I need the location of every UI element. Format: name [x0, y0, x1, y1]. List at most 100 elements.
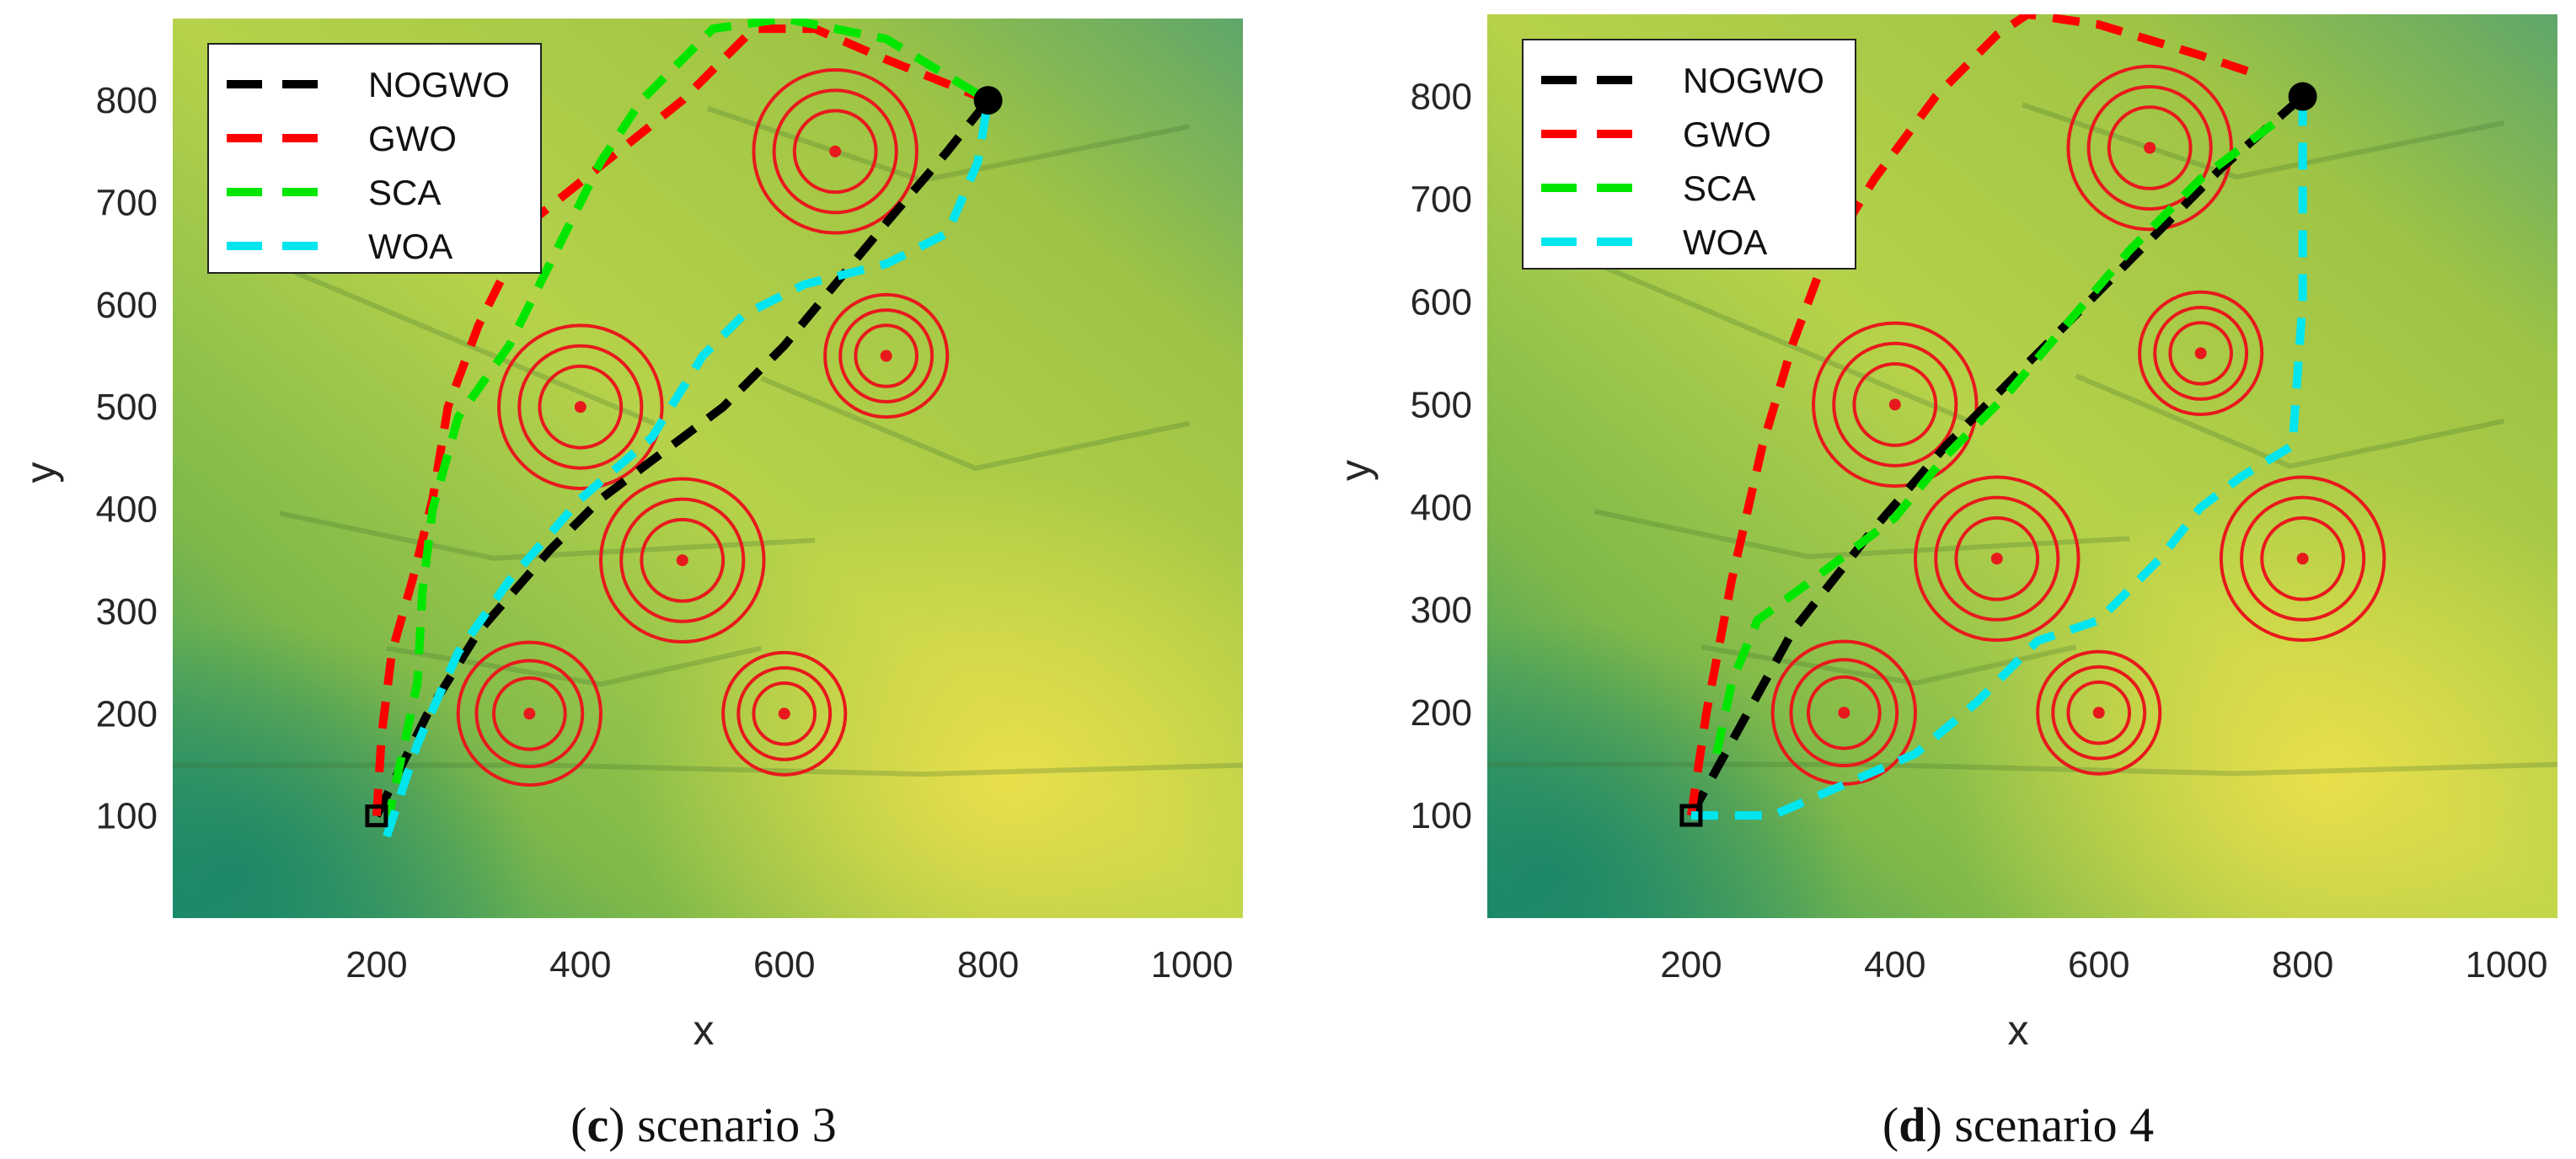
legend-entry: GWO	[1683, 115, 1771, 154]
x-tick-label: 400	[549, 944, 611, 985]
threat-ring	[1812, 321, 1979, 489]
panel-caption: (d) scenario 4	[1882, 1098, 2154, 1152]
threat-ring	[1954, 515, 2040, 601]
threat-center	[2194, 347, 2207, 360]
threat-ring	[1852, 361, 1938, 447]
threat-ring	[2260, 515, 2346, 601]
series-nogwo-path	[372, 97, 992, 818]
legend-entry: NOGWO	[1683, 61, 1824, 100]
y-tick-label: 100	[96, 796, 158, 837]
panel-caption: (c) scenario 3	[570, 1098, 837, 1152]
terrain-background	[1487, 14, 2558, 918]
threat-ring	[1832, 341, 1958, 467]
start-marker	[365, 804, 388, 828]
threat-ring	[2138, 290, 2264, 416]
legend-entry: WOA	[1683, 222, 1767, 262]
series-gwo-path	[1686, 14, 2263, 816]
panel-scenario-4: 200 400 600 800 1000 100 200 300 400 500 600 700 80…	[1331, 14, 2558, 1152]
y-axis-label: y	[1331, 460, 1379, 481]
y-tick-label: 800	[1411, 77, 1472, 118]
threat-ring	[1770, 639, 1917, 786]
y-tick-label: 400	[96, 489, 158, 531]
threat-ring	[2168, 321, 2233, 386]
terrain-ridge	[760, 376, 1191, 472]
threat-center	[676, 554, 688, 567]
y-tick-label: 400	[1411, 487, 1472, 528]
threat-center	[1838, 707, 1850, 719]
x-tick-label: 800	[2272, 944, 2333, 985]
threat-ring	[1914, 475, 2081, 643]
legend-box	[1522, 39, 1856, 270]
threat-ring	[492, 676, 567, 751]
y-tick-label: 600	[1411, 281, 1472, 323]
x-tick-label: 800	[957, 944, 1019, 985]
legend: NOGWO GWO SCA WOA	[1522, 39, 1856, 270]
y-tick-label: 500	[1411, 384, 1472, 425]
threat-ring	[736, 665, 833, 761]
y-tick-label: 600	[96, 285, 158, 326]
caption-text: scenario 3	[625, 1098, 837, 1152]
threat-ring	[599, 477, 766, 644]
threat-ring	[474, 659, 585, 769]
threat-ring	[2036, 649, 2162, 776]
panel-letter: c	[587, 1098, 609, 1152]
threat-center	[2144, 142, 2156, 154]
threat-ring	[1807, 675, 1882, 750]
y-tick-label: 800	[96, 80, 158, 121]
start-marker	[1679, 804, 1703, 827]
x-tick-label: 600	[2068, 944, 2129, 985]
threat-ring	[2051, 665, 2147, 761]
y-tick-label: 700	[1411, 179, 1472, 220]
threat-ring	[854, 323, 918, 388]
threat-ring	[721, 650, 848, 777]
threat-ring	[1934, 495, 2060, 622]
series-sca-path	[1712, 113, 2285, 755]
threat-zones	[456, 68, 950, 787]
threat-ring	[538, 364, 624, 450]
threat-ring	[752, 68, 918, 235]
legend-entry: NOGWO	[368, 65, 510, 104]
endpoint-markers	[365, 86, 1003, 828]
threat-ring	[2219, 475, 2386, 643]
legend: NOGWO GWO SCA WOA	[207, 43, 542, 274]
terrain-ridge	[1540, 238, 1970, 424]
threat-center	[2092, 707, 2105, 719]
y-tick-labels: 100 200 300 400 500 600 700 800	[96, 80, 158, 837]
y-axis-label: y	[17, 462, 64, 483]
threat-ring	[752, 681, 817, 746]
threat-center	[1990, 553, 2003, 565]
threat-ring	[456, 640, 602, 787]
threat-center	[574, 401, 586, 414]
endpoint-markers	[1679, 82, 2317, 827]
x-tick-label: 200	[1660, 944, 1722, 985]
threat-ring	[1789, 658, 1899, 768]
legend-box	[207, 43, 542, 274]
y-tick-label: 200	[96, 693, 158, 734]
x-tick-label: 1000	[1151, 944, 1234, 985]
legend-entry: GWO	[368, 119, 457, 158]
legend-entry: SCA	[1683, 168, 1755, 208]
y-tick-label: 500	[96, 387, 158, 428]
threat-center	[523, 708, 536, 720]
threat-ring	[2066, 680, 2132, 745]
threat-center	[1888, 398, 1901, 411]
threat-ring	[2107, 105, 2193, 190]
terrain-ridge	[1593, 509, 2130, 559]
y-tick-label: 300	[1411, 590, 1472, 631]
series-nogwo-path	[1687, 93, 2306, 818]
terrain-ridge	[173, 762, 1244, 777]
legend-entry: SCA	[368, 173, 441, 212]
terrain-ridge	[279, 510, 816, 561]
x-tick-label: 600	[753, 944, 815, 985]
threat-center	[880, 350, 892, 362]
threat-ring	[2240, 495, 2366, 622]
panel-letter: d	[1899, 1098, 1925, 1152]
y-tick-label: 700	[96, 182, 158, 223]
goal-marker	[2288, 82, 2317, 111]
terrain-ridge	[1487, 761, 2558, 777]
panel-scenario-3: 200 400 600 800 1000 100 200 300 400 500 600 700 80…	[17, 19, 1244, 1152]
threat-center	[778, 708, 790, 720]
series-woa-path	[383, 99, 993, 838]
x-tick-labels: 200 400 600 800 1000	[1660, 944, 2547, 985]
